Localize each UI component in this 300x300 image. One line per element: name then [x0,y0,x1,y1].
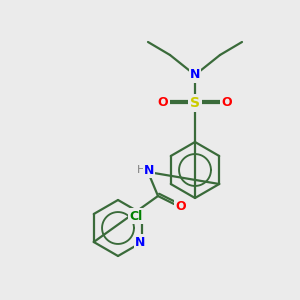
Text: H: H [137,165,145,175]
Text: S: S [190,96,200,110]
Text: O: O [158,97,168,110]
Text: O: O [222,97,232,110]
Text: N: N [190,68,200,82]
Text: Cl: Cl [130,209,143,223]
Text: O: O [176,200,186,214]
Text: N: N [144,164,154,176]
Text: N: N [135,236,146,248]
